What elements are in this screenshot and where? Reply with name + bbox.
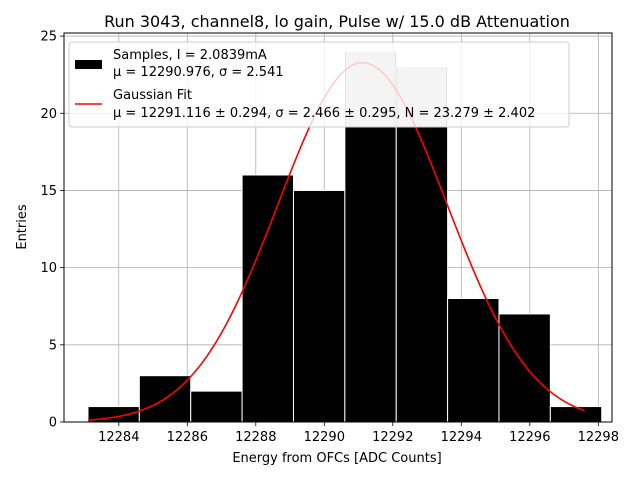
y-tick-label: 0 xyxy=(49,416,57,431)
x-tick-label: 12294 xyxy=(441,430,482,445)
y-tick-label: 5 xyxy=(49,338,57,353)
chart-title: Run 3043, channel8, lo gain, Pulse w/ 15… xyxy=(104,12,570,31)
histogram-bar-4 xyxy=(292,189,346,423)
x-axis-label: Energy from OFCs [ADC Counts] xyxy=(232,451,441,466)
x-tick-label: 12284 xyxy=(98,430,139,445)
x-tick-label: 12290 xyxy=(304,430,345,445)
y-tick-label: 10 xyxy=(40,261,57,276)
histogram-bars xyxy=(87,51,603,423)
histogram-bar-2 xyxy=(190,390,243,423)
legend-fit-stats: μ = 12291.116 ± 0.294, σ = 2.466 ± 0.295… xyxy=(113,106,535,121)
legend-samples-label: Samples, I = 2.0839mA xyxy=(113,48,267,63)
y-tick-label: 25 xyxy=(40,30,57,45)
y-axis-ticks: 0 5 10 15 20 25 xyxy=(40,30,64,431)
plot-frame xyxy=(63,32,613,423)
legend-box xyxy=(68,41,570,128)
legend: Samples, I = 2.0839mA μ = 12290.976, σ =… xyxy=(68,41,570,128)
histogram-bar-8 xyxy=(498,313,551,423)
y-tick-label: 20 xyxy=(40,107,57,122)
x-tick-label: 12288 xyxy=(235,430,276,445)
x-tick-label: 12286 xyxy=(167,430,208,445)
x-tick-label: 12296 xyxy=(509,430,550,445)
y-tick-label: 15 xyxy=(40,184,57,199)
y-axis-label: Entries xyxy=(15,204,30,250)
histogram-bar-7 xyxy=(447,298,500,423)
x-tick-label: 12298 xyxy=(578,430,619,445)
legend-fit-label: Gaussian Fit xyxy=(113,88,192,103)
legend-samples-stats: μ = 12290.976, σ = 2.541 xyxy=(113,65,284,80)
x-axis-ticks: 12284 12286 12288 12290 12292 12294 12296 12298 xyxy=(98,422,619,445)
histogram-bar-3 xyxy=(241,174,294,423)
histogram-bar-9 xyxy=(549,406,603,423)
x-tick-label: 12292 xyxy=(372,430,413,445)
legend-samples-swatch xyxy=(75,60,102,69)
